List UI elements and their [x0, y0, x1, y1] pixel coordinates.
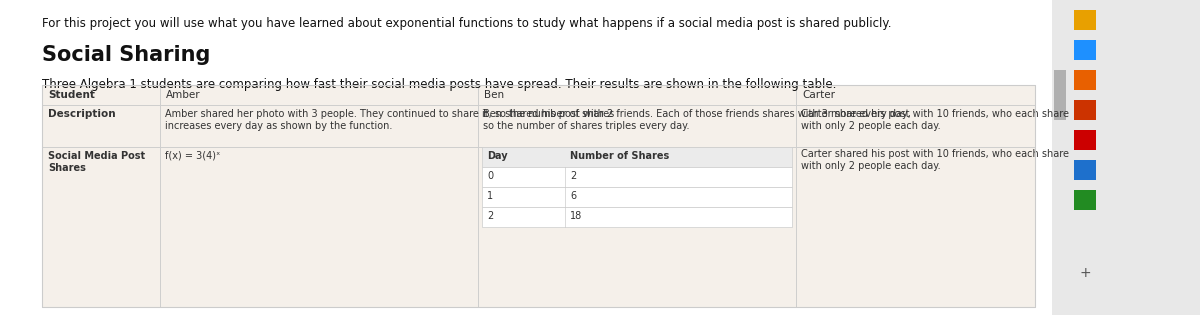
- Bar: [1074, 190, 1096, 210]
- Bar: [796, 85, 1034, 105]
- Text: Carter shared his post with 10 friends, who each share
with only 2 people each d: Carter shared his post with 10 friends, …: [802, 149, 1069, 171]
- Text: Social Sharing: Social Sharing: [42, 45, 210, 65]
- Bar: [0, 0, 1052, 315]
- Bar: [482, 147, 792, 167]
- Text: Amber shared her photo with 3 people. They continued to share it, so the number : Amber shared her photo with 3 people. Th…: [166, 109, 614, 131]
- Bar: [42, 85, 1034, 307]
- Bar: [1074, 10, 1096, 30]
- Text: Day: Day: [487, 151, 508, 161]
- Bar: [1074, 40, 1096, 60]
- Text: Carter: Carter: [802, 90, 835, 100]
- Bar: [1074, 70, 1096, 90]
- Text: f(x) = 3(4)ˣ: f(x) = 3(4)ˣ: [166, 151, 221, 161]
- Bar: [478, 105, 796, 147]
- Text: 1: 1: [487, 191, 493, 201]
- Text: 0: 0: [487, 171, 493, 181]
- Text: 2: 2: [570, 171, 576, 181]
- Bar: [1074, 160, 1096, 180]
- Text: Ben: Ben: [484, 90, 504, 100]
- Bar: [482, 207, 792, 227]
- Text: 18: 18: [570, 211, 582, 221]
- Text: Three Algebra 1 students are comparing how fast their social media posts have sp: Three Algebra 1 students are comparing h…: [42, 78, 836, 91]
- Text: Amber: Amber: [166, 90, 200, 100]
- Bar: [796, 147, 1034, 307]
- Bar: [478, 85, 796, 105]
- Text: 6: 6: [570, 191, 576, 201]
- Text: Carter shared his post with 10 friends, who each share
with only 2 people each d: Carter shared his post with 10 friends, …: [802, 109, 1069, 131]
- Text: For this project you will use what you have learned about exponential functions : For this project you will use what you h…: [42, 17, 892, 30]
- Bar: [1074, 100, 1096, 120]
- Bar: [482, 167, 792, 187]
- Bar: [1052, 0, 1200, 315]
- Bar: [160, 105, 478, 147]
- Bar: [1054, 70, 1066, 120]
- Text: +: +: [1079, 266, 1091, 280]
- Bar: [42, 147, 160, 307]
- Text: 2: 2: [487, 211, 493, 221]
- Text: Social Media Post
Shares: Social Media Post Shares: [48, 151, 145, 173]
- Text: Number of Shares: Number of Shares: [570, 151, 670, 161]
- Bar: [42, 105, 160, 147]
- Text: Ben shared his post with 2 friends. Each of those friends shares with 3 more eve: Ben shared his post with 2 friends. Each…: [482, 109, 911, 131]
- Bar: [160, 85, 478, 105]
- Bar: [1052, 0, 1068, 315]
- Text: Description: Description: [48, 109, 115, 119]
- Bar: [160, 147, 478, 307]
- Bar: [796, 105, 1034, 147]
- Text: Student: Student: [48, 90, 95, 100]
- Bar: [482, 187, 792, 207]
- Bar: [42, 85, 160, 105]
- Bar: [1074, 130, 1096, 150]
- Bar: [478, 147, 796, 307]
